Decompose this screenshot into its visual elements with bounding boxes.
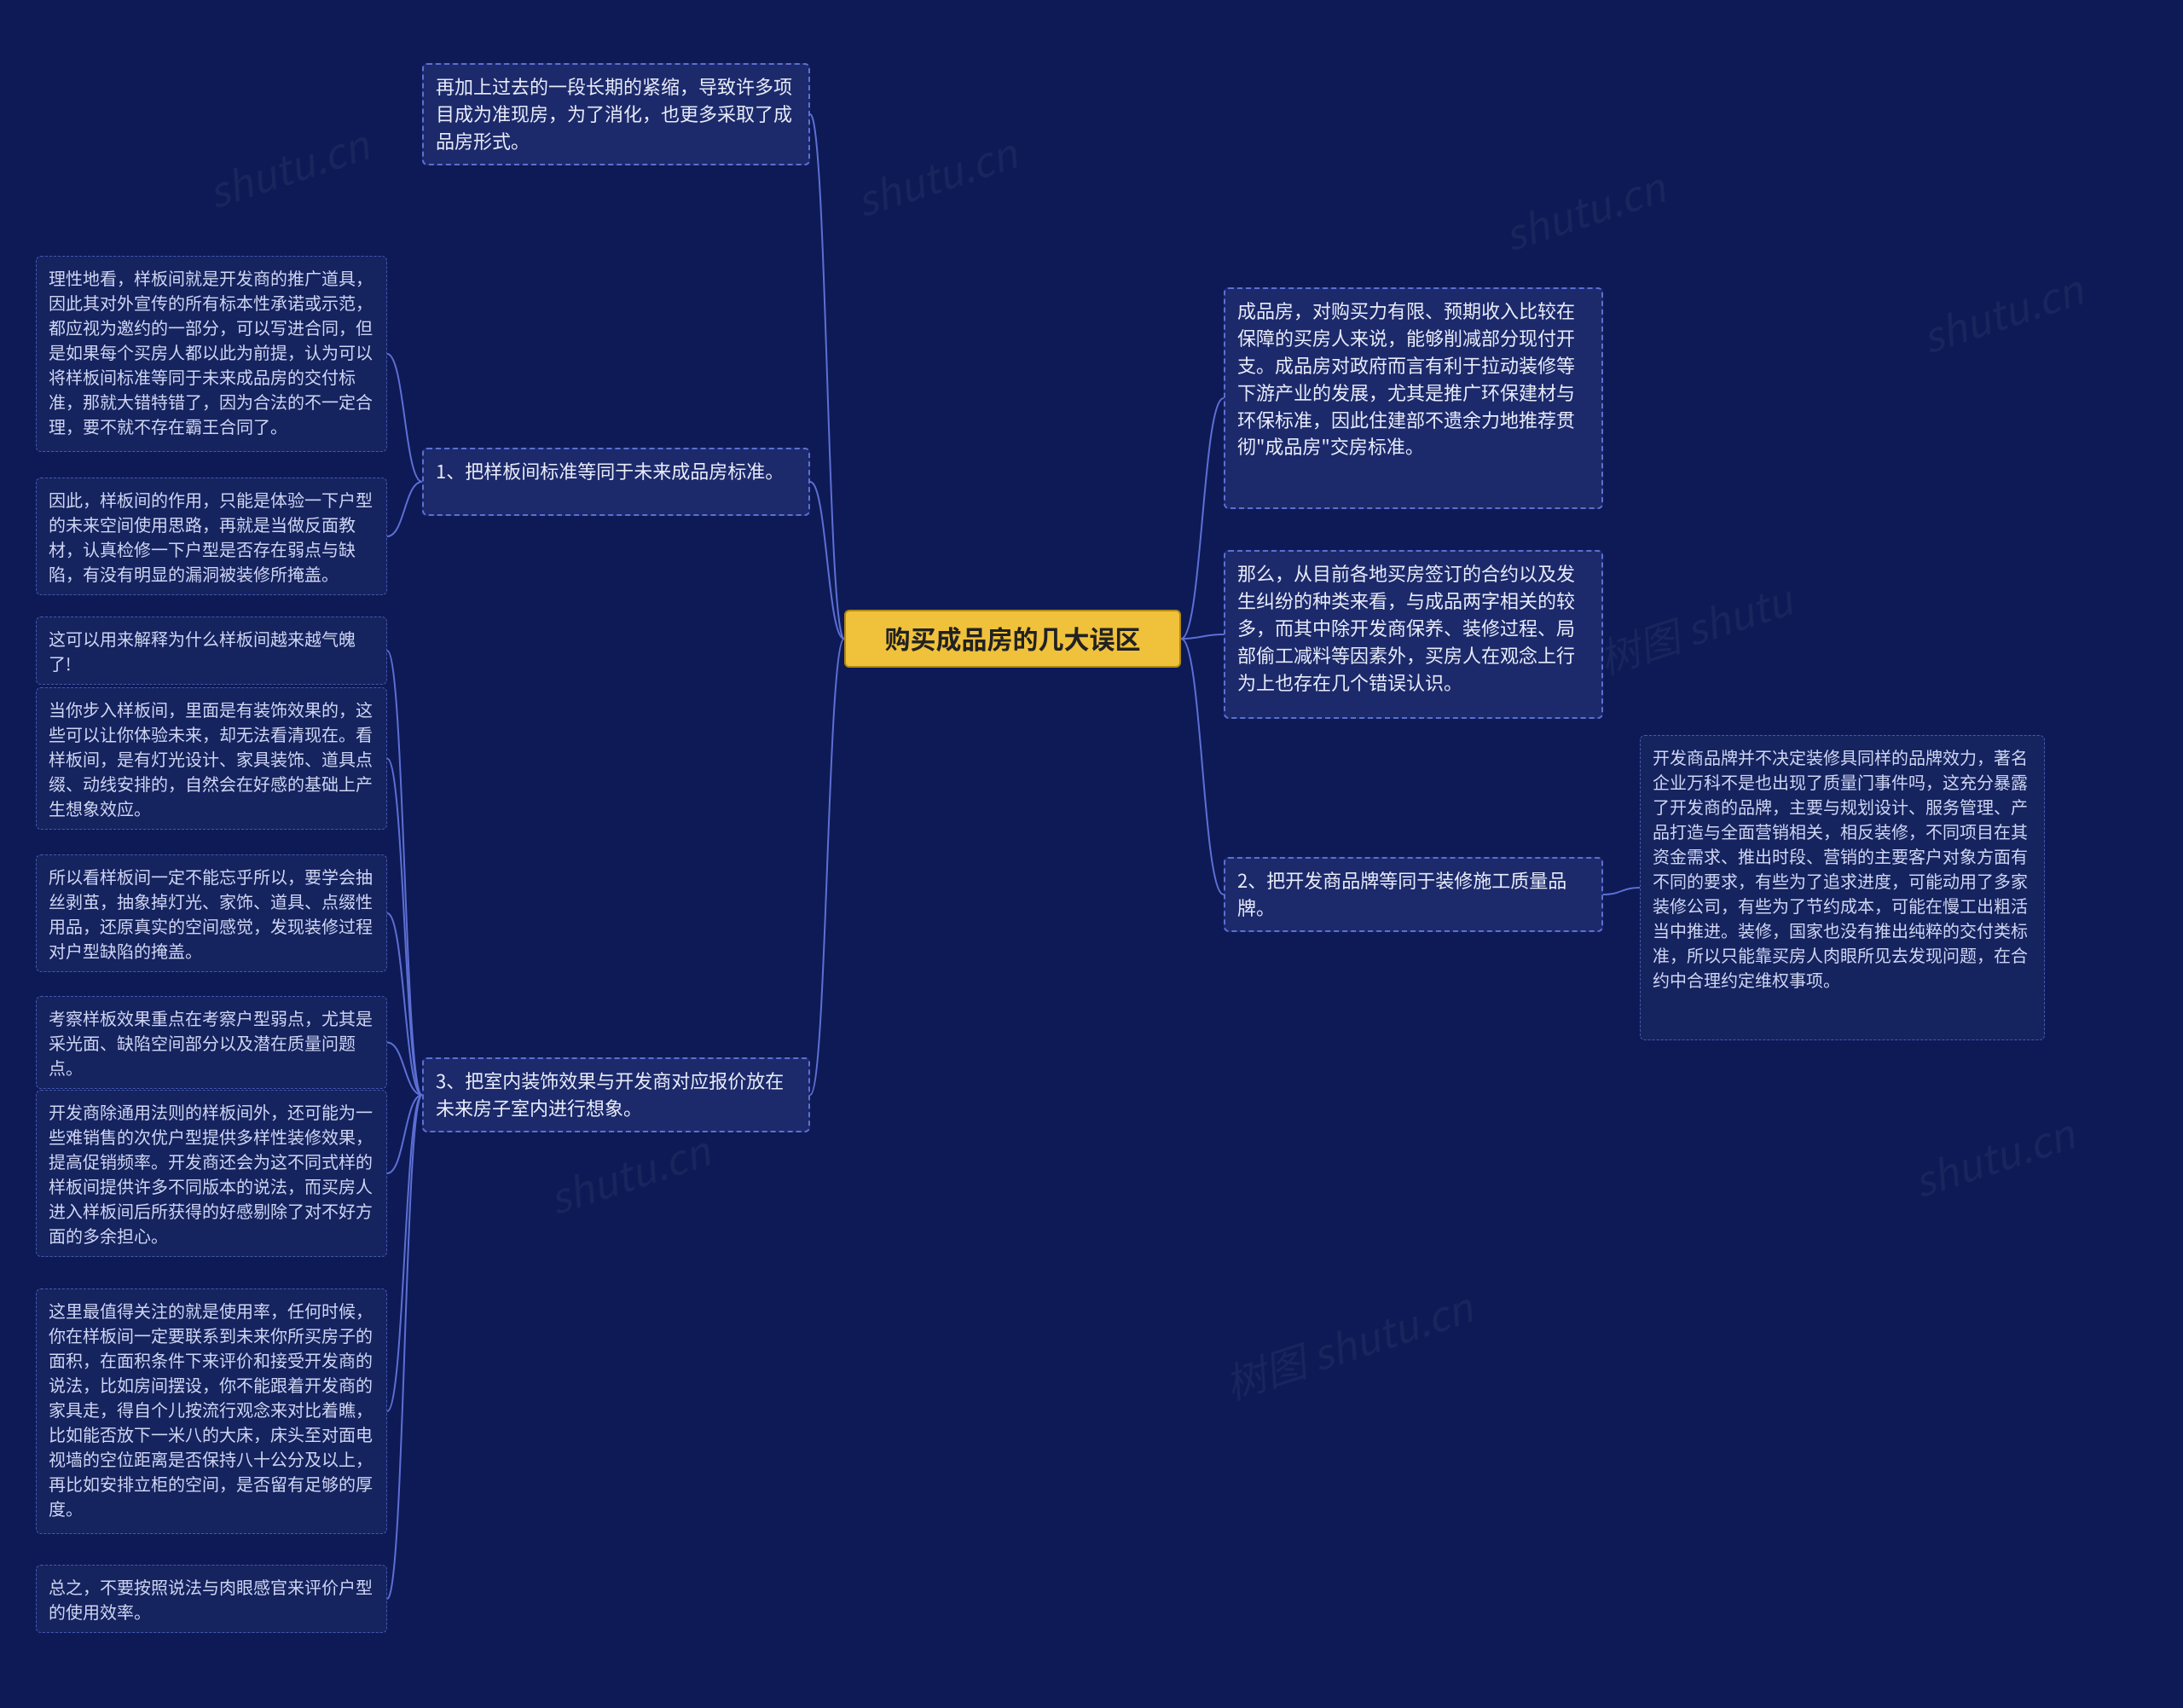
- branch-node: 成品房，对购买力有限、预期收入比较在保障的买房人来说，能够削减部分现付开支。成品…: [1224, 287, 1603, 509]
- root-node: 购买成品房的几大误区: [844, 610, 1181, 668]
- leaf-node: 当你步入样板间，里面是有装饰效果的，这些可以让你体验未来，却无法看清现在。看样板…: [36, 687, 387, 830]
- leaf-node: 开发商除通用法则的样板间外，还可能为一些难销售的次优户型提供多样性装修效果，提高…: [36, 1090, 387, 1257]
- branch-node: 那么，从目前各地买房签订的合约以及发生纠纷的种类来看，与成品两字相关的较多，而其…: [1224, 550, 1603, 719]
- leaf-node: 这里最值得关注的就是使用率，任何时候，你在样板间一定要联系到未来你所买房子的面积…: [36, 1288, 387, 1534]
- branch-node: 2、把开发商品牌等同于装修施工质量品牌。: [1224, 857, 1603, 932]
- leaf-node: 开发商品牌并不决定装修具同样的品牌效力，著名企业万科不是也出现了质量门事件吗，这…: [1640, 735, 2045, 1040]
- leaf-node: 这可以用来解释为什么样板间越来越气魄了!: [36, 617, 387, 685]
- leaf-node: 总之，不要按照说法与肉眼感官来评价户型的使用效率。: [36, 1565, 387, 1633]
- leaf-node: 考察样板效果重点在考察户型弱点，尤其是采光面、缺陷空间部分以及潜在质量问题点。: [36, 996, 387, 1089]
- leaf-node: 理性地看，样板间就是开发商的推广道具，因此其对外宣传的所有标本性承诺或示范，都应…: [36, 256, 387, 452]
- branch-node: 再加上过去的一段长期的紧缩，导致许多项目成为准现房，为了消化，也更多采取了成品房…: [422, 63, 810, 165]
- leaf-node: 因此，样板间的作用，只能是体验一下户型的未来空间使用思路，再就是当做反面教材，认…: [36, 478, 387, 595]
- branch-node: 1、把样板间标准等同于未来成品房标准。: [422, 448, 810, 516]
- branch-node: 3、把室内装饰效果与开发商对应报价放在未来房子室内进行想象。: [422, 1057, 810, 1132]
- leaf-node: 所以看样板间一定不能忘乎所以，要学会抽丝剥茧，抽象掉灯光、家饰、道具、点缀性用品…: [36, 854, 387, 972]
